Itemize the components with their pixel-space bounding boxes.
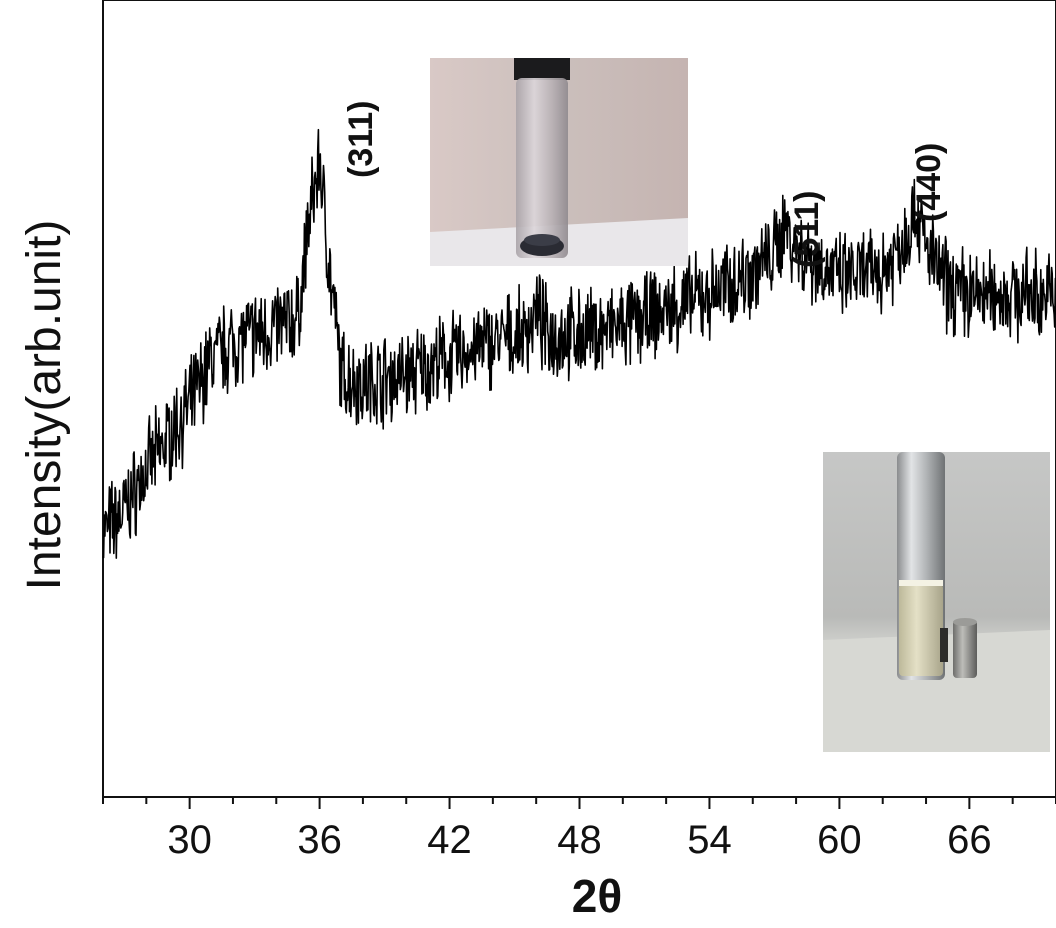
vial-dispersed-photo-inset — [430, 58, 688, 266]
x-axis-tick-labels: 30 36 42 48 54 60 66 — [167, 818, 991, 862]
x-axis-title: 2θ — [572, 870, 622, 922]
x-axis-ticks — [102, 797, 1056, 809]
vial-magnet-photo-inset — [823, 452, 1050, 752]
x-tick-label: 42 — [427, 818, 472, 862]
x-tick-label: 66 — [947, 818, 992, 862]
xrd-pattern-line — [102, 128, 1056, 559]
peak-label-440: (440) — [910, 143, 948, 222]
x-tick-label: 60 — [817, 818, 862, 862]
x-tick-label: 54 — [687, 818, 732, 862]
peak-label-511: (511) — [788, 191, 826, 269]
y-axis-title: Intensity(arb.unit) — [18, 220, 71, 591]
x-tick-label: 48 — [557, 818, 602, 862]
x-tick-label: 30 — [167, 818, 212, 862]
peak-label-311: (311) — [342, 101, 380, 179]
x-tick-label: 36 — [297, 818, 342, 862]
